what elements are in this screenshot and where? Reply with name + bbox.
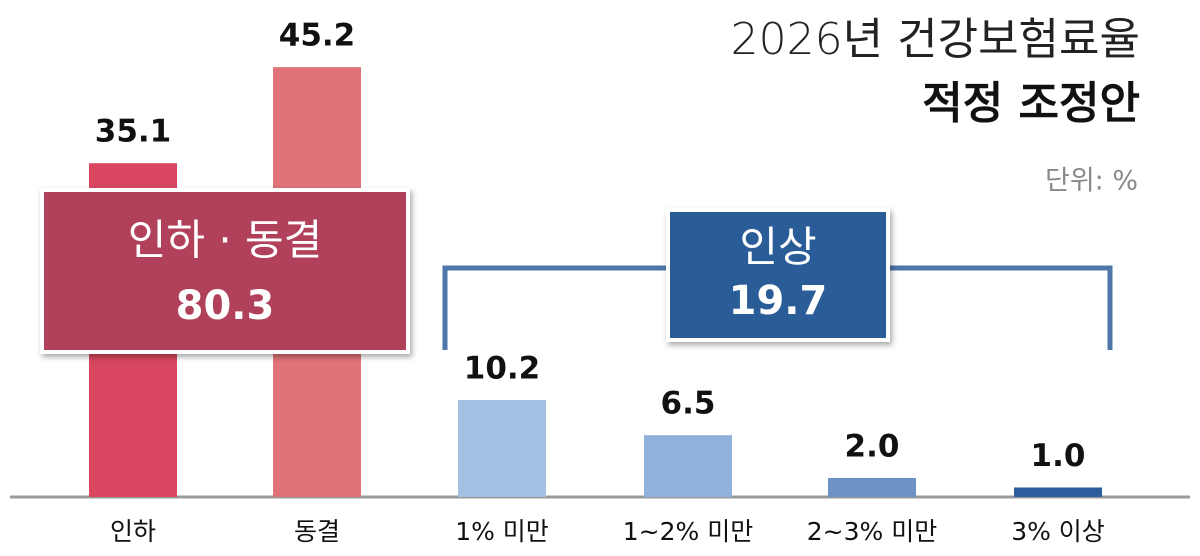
bar	[828, 477, 916, 497]
group-box	[40, 188, 410, 354]
value-label: 1.0	[1031, 438, 1086, 474]
value-label: 35.1	[95, 114, 172, 150]
bar	[644, 435, 732, 497]
x-tick-label: 동결	[294, 517, 340, 546]
x-tick-label: 3% 이상	[1011, 517, 1105, 546]
group-label: 인하 · 동결	[128, 216, 323, 265]
group-label: 인상	[739, 223, 816, 272]
value-label: 45.2	[279, 18, 356, 54]
x-tick-label: 인하	[110, 517, 156, 546]
value-label: 2.0	[845, 428, 900, 464]
group-box	[666, 208, 890, 342]
chart-subtitle: 적정 조정안	[922, 78, 1140, 129]
unit-label: 단위: %	[1045, 166, 1138, 197]
chart-title: 2026년 건강보험료율	[731, 14, 1140, 65]
x-tick-label: 1% 미만	[455, 517, 549, 546]
group-value: 19.7	[729, 278, 828, 324]
value-label: 10.2	[464, 350, 541, 386]
x-tick-label: 2~3% 미만	[807, 517, 937, 546]
bar	[1014, 487, 1102, 497]
x-tick-label: 1~2% 미만	[623, 517, 753, 546]
group-value: 80.3	[176, 283, 275, 329]
value-label: 6.5	[661, 386, 716, 422]
bar	[458, 399, 546, 497]
